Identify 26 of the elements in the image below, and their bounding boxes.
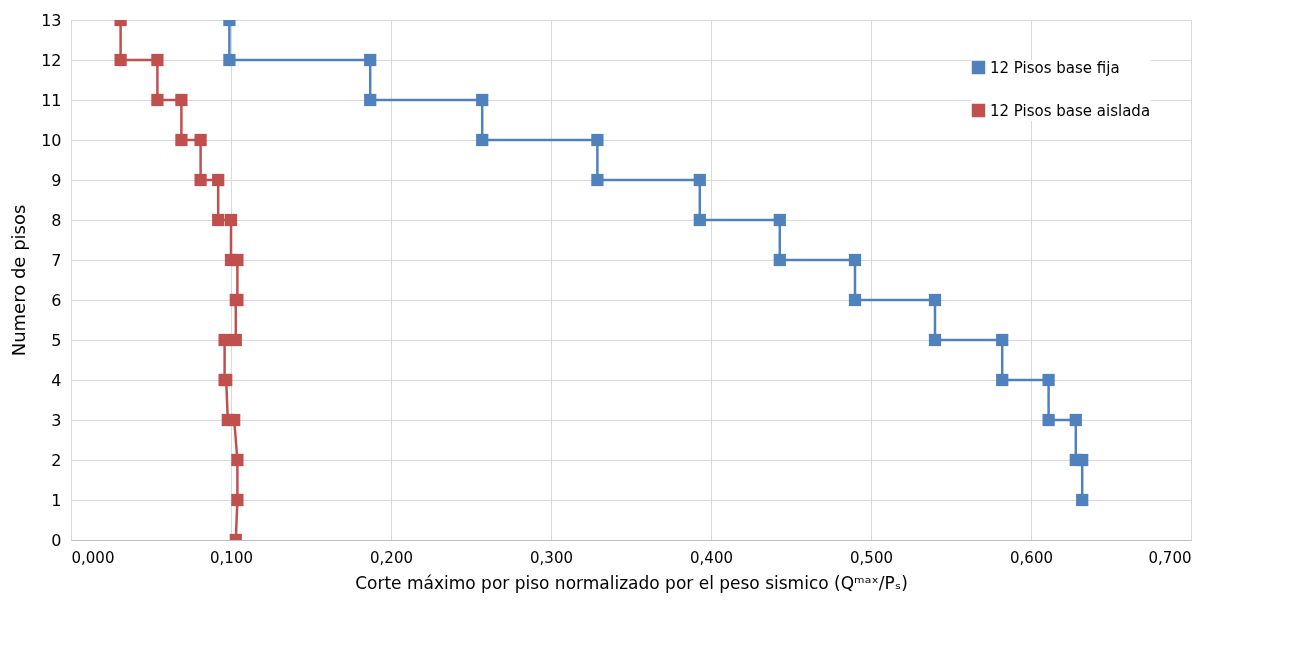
y-tick-label: 13 (41, 10, 62, 30)
y-tick-label: 6 (51, 290, 62, 310)
x-tick-label: 0,600 (1010, 548, 1053, 567)
y-tick-label: 8 (51, 210, 62, 230)
y-tick-label: 5 (51, 330, 62, 350)
legend-label: 12 Pisos base aislada (990, 101, 1151, 120)
y-tick-label: 9 (51, 170, 62, 190)
x-tick-label: 0,200 (370, 548, 413, 567)
y-tick-label: 0 (51, 530, 62, 550)
y-tick-label: 2 (51, 450, 62, 470)
y-tick-label: 12 (41, 50, 62, 70)
x-axis-title: Corte máximo por piso normalizado por el peso sismico (Qᵐᵃˣ/Pₛ) (355, 572, 908, 593)
x-tick-label: 0,400 (690, 548, 733, 567)
x-tick-label: 0,500 (850, 548, 893, 567)
y-tick-label: 3 (51, 410, 62, 430)
y-tick-label: 10 (41, 130, 62, 150)
x-tick-label: 0,000 (71, 548, 115, 567)
x-tick-label: 0,700 (1148, 548, 1192, 567)
y-tick-label: 4 (51, 370, 62, 390)
x-tick-label: 0,300 (530, 548, 573, 567)
legend-label: 12 Pisos base fija (990, 58, 1120, 77)
y-axis-title: Numero de pisos (8, 204, 30, 357)
y-tick-label: 7 (51, 250, 62, 270)
y-tick-label: 1 (51, 490, 62, 510)
x-tick-label: 0,100 (210, 548, 253, 567)
y-tick-label: 11 (41, 90, 62, 110)
